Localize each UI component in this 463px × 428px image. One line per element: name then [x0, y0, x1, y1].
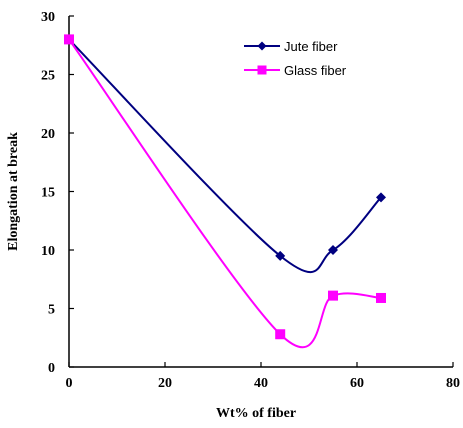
legend-marker-diamond: [257, 41, 267, 51]
data-point-square: [328, 290, 338, 301]
x-tick-label: 60: [350, 376, 364, 391]
data-point-diamond: [328, 245, 338, 255]
y-tick-label: 25: [41, 69, 55, 84]
series-line: [68, 38, 382, 349]
x-axis-ticks: 0 20 40 60 80: [66, 362, 460, 391]
legend-item: Jute fiber: [244, 39, 338, 54]
legend-label: Jute fiber: [284, 39, 338, 54]
y-tick-label: 15: [41, 186, 55, 201]
legend-item: Glass fiber: [244, 63, 347, 78]
y-tick-label: 10: [41, 244, 55, 259]
data-point-diamond: [376, 192, 386, 203]
series-layer: [64, 34, 386, 349]
y-axis-ticks: 0 5 10 15 20 25 30: [41, 10, 74, 376]
x-tick-label: 0: [66, 376, 73, 391]
series-line: [68, 38, 382, 274]
y-axis-title: Elongation at break: [6, 132, 21, 251]
y-tick-label: 30: [41, 10, 55, 25]
y-tick-label: 20: [41, 127, 55, 142]
series-2: [64, 34, 386, 349]
x-tick-label: 40: [254, 376, 268, 391]
legend: Jute fiber Glass fiber: [244, 39, 347, 78]
data-point-square: [64, 34, 74, 45]
legend-marker-square: [257, 65, 267, 75]
y-tick-label: 0: [48, 361, 55, 376]
x-axis-title: Wt% of fiber: [216, 406, 296, 421]
y-tick-label: 5: [48, 303, 55, 318]
data-point-square: [376, 292, 386, 303]
legend-label: Glass fiber: [284, 63, 347, 78]
x-tick-label: 20: [158, 376, 172, 391]
x-tick-label: 80: [446, 376, 460, 391]
data-point-square: [275, 329, 286, 340]
data-point-diamond: [275, 250, 286, 261]
